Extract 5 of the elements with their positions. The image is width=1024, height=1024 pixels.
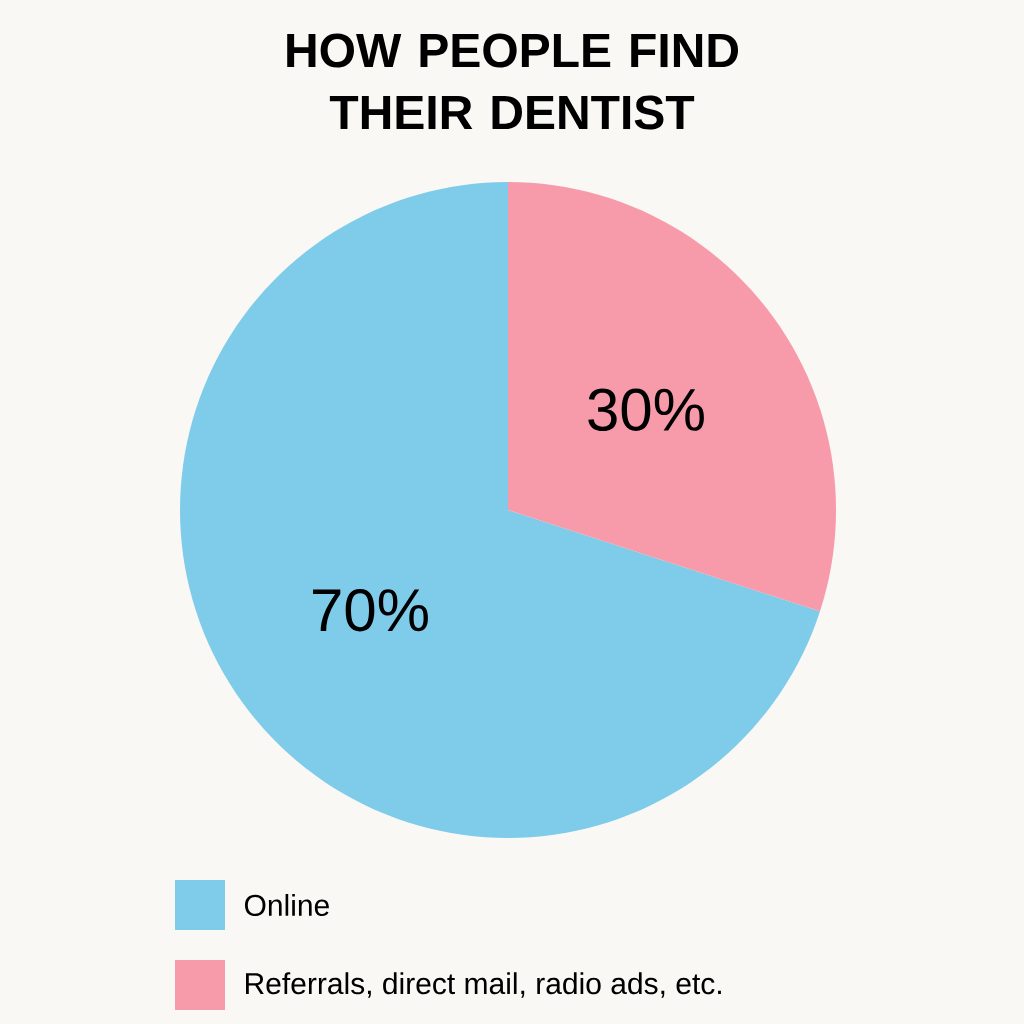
legend-label: Online [244, 894, 329, 917]
data-label: 70% [313, 589, 428, 632]
legend-label: Referrals, direct mail, radio ads, etc. [246, 972, 721, 998]
chart-title: HOW PEOPLE FIND THEIR DENTIST [287, 33, 738, 130]
data-label: 30% [588, 388, 704, 431]
